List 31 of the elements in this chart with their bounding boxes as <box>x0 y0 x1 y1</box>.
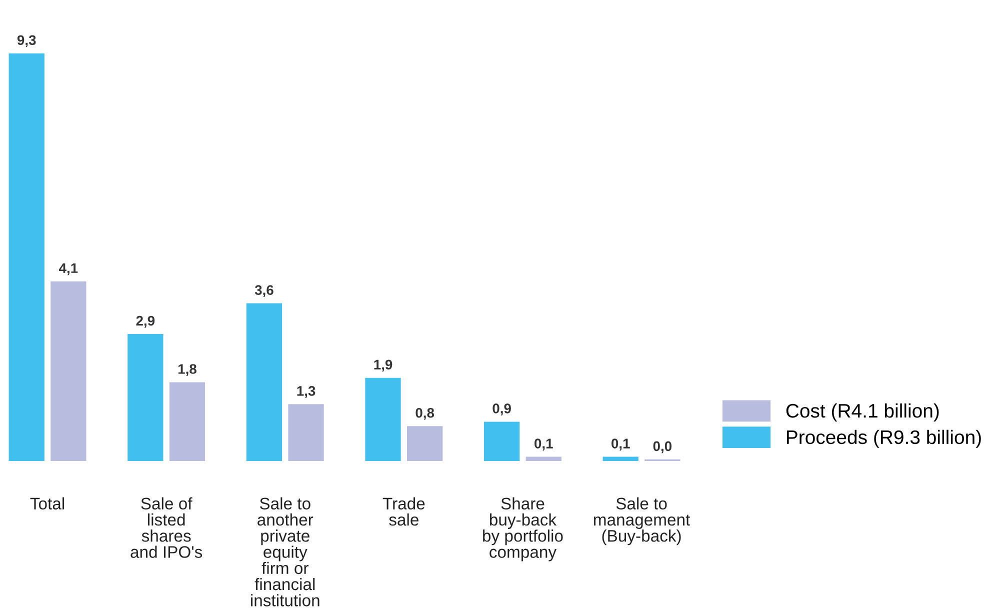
bar <box>602 456 638 462</box>
bar <box>407 426 443 462</box>
bar <box>128 334 164 462</box>
data-label: 9,3 <box>17 35 36 48</box>
data-label: 0,0 <box>653 441 672 454</box>
data-label: 0,1 <box>534 438 553 450</box>
data-label: 0,1 <box>612 438 630 450</box>
data-label: 0,8 <box>416 408 434 420</box>
data-label: 1,8 <box>178 364 196 376</box>
data-label: 0,9 <box>492 404 511 416</box>
bar <box>288 404 324 462</box>
x-tick-label: Sale of listed shares and IPO's <box>130 497 202 558</box>
bar <box>50 281 86 462</box>
bar <box>365 378 401 462</box>
legend-label: Cost (R4.1 billion) <box>786 403 939 422</box>
bar <box>8 53 44 462</box>
bar <box>484 422 520 462</box>
bar <box>246 303 282 462</box>
data-label: 1,3 <box>297 386 316 398</box>
x-tick-label: Sale to another private equity firm or financial institution <box>251 497 320 606</box>
x-tick-label: Trade sale <box>382 497 425 526</box>
data-label: 2,9 <box>136 316 155 328</box>
data-label: 3,6 <box>254 285 274 298</box>
bar <box>169 382 206 462</box>
data-label: 1,9 <box>374 360 392 372</box>
x-tick-label: Sale to management (Buy-back) <box>594 497 690 546</box>
bar <box>526 456 562 462</box>
x-tick-label: Share buy-back by portfolio company <box>483 497 563 562</box>
legend-label: Proceeds (R9.3 billion) <box>786 430 981 448</box>
data-label: 4,1 <box>58 263 78 276</box>
x-tick-label: Total <box>30 497 64 510</box>
